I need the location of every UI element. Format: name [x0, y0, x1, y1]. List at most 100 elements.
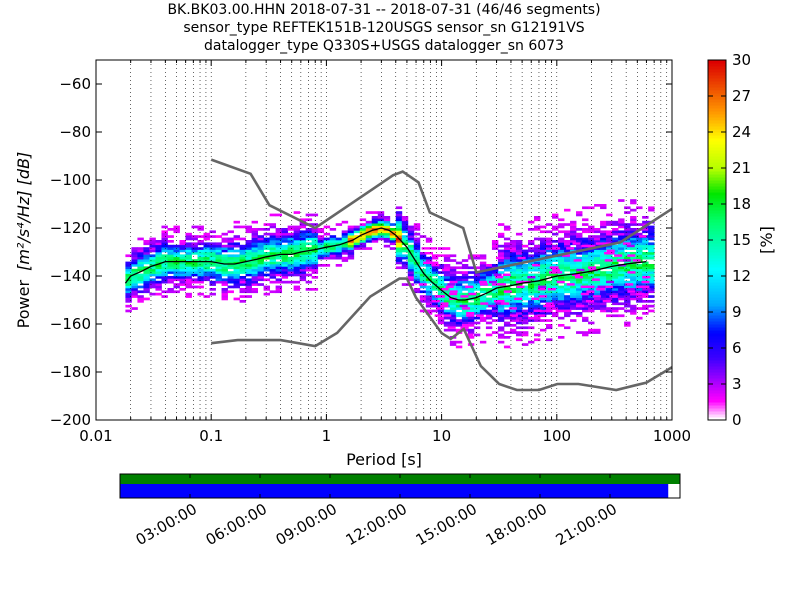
heatmap-cell: [539, 309, 547, 313]
heatmap-cell: [533, 266, 541, 270]
heatmap-cell: [161, 254, 168, 258]
heatmap-cell: [475, 314, 484, 317]
heatmap-cell: [179, 276, 186, 279]
heatmap-cell: [552, 295, 559, 298]
heatmap-cell: [521, 309, 529, 313]
heatmap-cell: [594, 266, 601, 270]
heatmap-cell: [437, 312, 445, 315]
heatmap-cell: [648, 295, 655, 298]
heatmap-cell: [533, 228, 541, 231]
heatmap-cell: [407, 254, 415, 258]
colorbar-segment: [708, 405, 726, 409]
colorbar-tick-label: 24: [732, 123, 751, 141]
heatmap-cell: [566, 283, 575, 286]
heatmap-cell: [564, 312, 571, 315]
heatmap-cell: [311, 259, 319, 262]
heatmap-cell: [521, 259, 529, 262]
heatmap-cell: [125, 304, 132, 308]
heatmap-cell: [485, 321, 493, 325]
colorbar-segment: [708, 273, 726, 277]
heatmap-cell: [227, 280, 234, 284]
heatmap-cell: [431, 288, 439, 291]
heatmap-cell: [558, 307, 565, 310]
heatmap-cell: [503, 336, 511, 339]
heatmap-cell: [626, 288, 635, 291]
heatmap-cell: [564, 240, 571, 243]
heatmap-cell: [401, 230, 409, 234]
heatmap-cell: [618, 232, 625, 236]
heatmap-cell: [473, 266, 481, 270]
heatmap-cell: [335, 247, 343, 250]
heatmap-cell: [383, 218, 391, 222]
data-coverage-timeline: 03:00:00 06:00:00 09:00:00 12:00:00 15:00:00…: [119, 473, 681, 549]
heatmap-cell: [203, 295, 210, 298]
heatmap-cell: [570, 225, 577, 229]
heatmap-cell: [371, 216, 379, 219]
heatmap-cell: [161, 261, 168, 265]
heatmap-cell: [143, 283, 150, 286]
heatmap-cell: [131, 290, 138, 294]
heatmap-cell: [245, 278, 252, 282]
heatmap-cell: [281, 261, 289, 265]
heatmap-cell: [636, 273, 643, 277]
heatmap-cell: [503, 242, 511, 246]
heatmap-cell: [155, 276, 162, 279]
heatmap-cell: [497, 326, 505, 330]
heatmap-cell: [263, 223, 271, 226]
heatmap-cell: [473, 333, 481, 337]
heatmap-cell: [552, 278, 559, 282]
heatmap-cell: [552, 244, 559, 248]
heatmap-cell: [648, 285, 655, 289]
heatmap-cell: [515, 280, 524, 284]
heatmap-cell: [552, 240, 559, 243]
heatmap-cell: [155, 271, 162, 274]
heatmap-cell: [413, 264, 421, 267]
heatmap-cell: [125, 309, 132, 313]
heatmap-cell: [546, 280, 553, 284]
heatmap-cell: [257, 268, 264, 272]
heatmap-cell: [125, 264, 132, 267]
heatmap-cell: [227, 237, 234, 241]
heatmap-cell: [604, 252, 613, 255]
heatmap-cell: [648, 280, 655, 284]
heatmap-cell: [227, 285, 234, 289]
heatmap-cell: [491, 283, 500, 286]
heatmap-cell: [209, 244, 216, 248]
heatmap-cell: [353, 228, 361, 231]
heatmap-cell: [546, 268, 553, 272]
heatmap-cell: [299, 276, 307, 279]
heatmap-cell: [407, 235, 415, 238]
heatmap-cell: [293, 244, 301, 248]
heatmap-cell: [353, 235, 361, 238]
heatmap-cell: [630, 309, 637, 313]
heatmap-cell: [509, 276, 517, 279]
heatmap-cell: [209, 247, 216, 250]
heatmap-cell: [347, 254, 355, 258]
heatmap-cell: [455, 324, 463, 327]
heatmap-cell: [167, 266, 174, 270]
heatmap-cell: [149, 244, 156, 248]
heatmap-cell: [395, 254, 403, 258]
heatmap-cell: [624, 240, 631, 243]
heatmap-cell: [533, 312, 541, 315]
heatmap-cell: [479, 304, 487, 308]
heatmap-cell: [299, 256, 307, 260]
heatmap-cell: [564, 230, 571, 234]
heatmap-cell: [461, 309, 469, 313]
heatmap-cell: [509, 244, 517, 248]
heatmap-cell: [594, 331, 601, 334]
heatmap-cell: [642, 278, 649, 282]
heatmap-cell: [245, 228, 252, 231]
heatmap-cell: [642, 254, 649, 258]
heatmap-cell: [594, 235, 601, 238]
chart-title-line-2: sensor_type REFTEK151B-120USGS sensor_sn…: [183, 20, 585, 36]
heatmap-cell: [335, 256, 343, 260]
heatmap-cell: [612, 223, 619, 226]
heatmap-cell: [624, 324, 631, 327]
heatmap-cell: [618, 307, 625, 310]
heatmap-cell: [293, 266, 301, 270]
colorbar-segment: [708, 351, 726, 355]
heatmap-cell: [539, 328, 547, 332]
colorbar-tick-label: 21: [732, 159, 751, 177]
heatmap-cell: [197, 235, 204, 238]
